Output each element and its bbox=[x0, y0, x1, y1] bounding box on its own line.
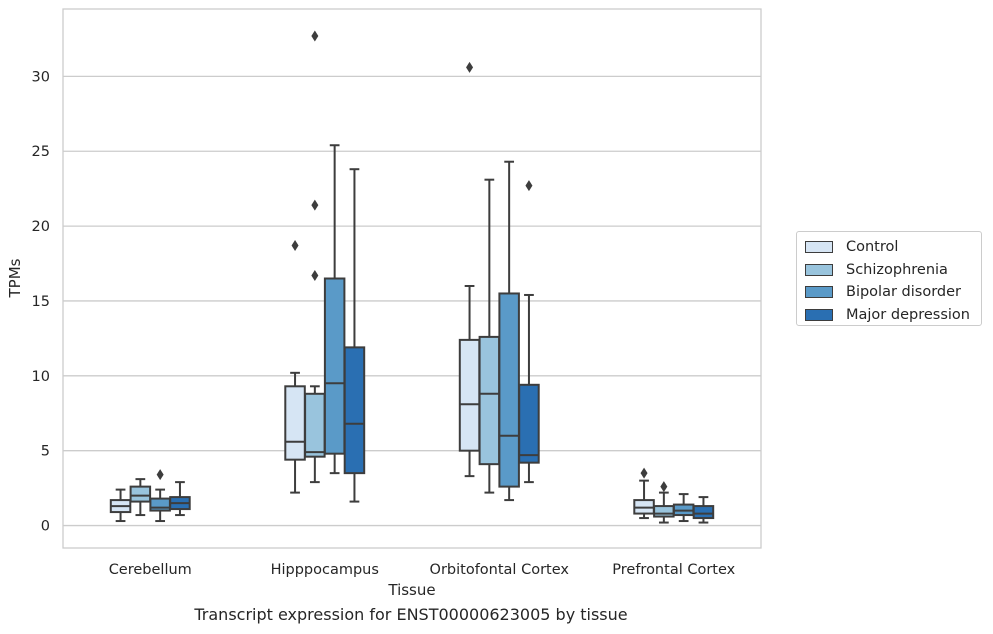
legend-swatch-control bbox=[805, 241, 833, 254]
legend-item: Major depression bbox=[805, 304, 981, 327]
legend: Control Schizophrenia Bipolar disorder M… bbox=[796, 231, 982, 326]
box-body bbox=[323, 277, 346, 455]
x-tick-label: Hipppocampus bbox=[271, 562, 379, 578]
outlier-point bbox=[311, 30, 319, 42]
y-tick-label: 5 bbox=[41, 444, 50, 460]
y-tick-label: 25 bbox=[32, 144, 50, 160]
box bbox=[653, 481, 675, 524]
legend-label: Schizophrenia bbox=[846, 261, 948, 278]
box bbox=[169, 481, 191, 517]
outlier-point bbox=[311, 270, 319, 282]
legend-swatch-schizophrenia bbox=[805, 263, 833, 276]
grid-lines bbox=[63, 75, 761, 527]
series-major-depression bbox=[169, 168, 715, 524]
box bbox=[633, 467, 655, 520]
box bbox=[518, 180, 540, 484]
x-axis-ticks: Cerebellum Hipppocampus Orbitofontal Corte… bbox=[109, 562, 736, 578]
y-tick-label: 10 bbox=[32, 369, 50, 385]
y-axis-label: TPMs bbox=[6, 258, 24, 298]
legend-label: Control bbox=[846, 239, 899, 256]
figure-caption: Transcript expression for ENST0000062300… bbox=[194, 605, 628, 624]
outlier-point bbox=[525, 180, 533, 192]
x-tick-label: Prefrontal Cortex bbox=[612, 562, 735, 578]
legend-swatch-major-depression bbox=[805, 308, 833, 321]
box bbox=[109, 488, 132, 523]
y-tick-label: 15 bbox=[32, 294, 50, 310]
outlier-point bbox=[466, 61, 474, 73]
y-axis-ticks: 0 5 10 15 20 25 30 bbox=[32, 69, 50, 534]
box-body bbox=[478, 335, 501, 466]
x-axis-label: Tissue bbox=[387, 581, 435, 599]
box-body bbox=[343, 346, 366, 475]
box bbox=[284, 240, 306, 494]
y-tick-label: 30 bbox=[32, 69, 50, 85]
x-tick-label: Cerebellum bbox=[109, 562, 192, 578]
legend-item: Schizophrenia bbox=[805, 259, 981, 282]
legend-item: Bipolar disorder bbox=[805, 281, 981, 304]
box bbox=[343, 168, 366, 503]
box-body bbox=[692, 505, 715, 520]
box-series bbox=[109, 30, 715, 524]
legend-item: Control bbox=[805, 236, 981, 259]
outlier-point bbox=[291, 240, 299, 252]
box-body bbox=[498, 292, 520, 488]
box bbox=[149, 469, 171, 523]
y-tick-label: 20 bbox=[32, 219, 50, 235]
series-control bbox=[109, 61, 655, 523]
box-body bbox=[284, 385, 306, 461]
outlier-point bbox=[311, 199, 319, 211]
box-body bbox=[129, 485, 152, 503]
outlier-point bbox=[156, 469, 164, 481]
x-tick-label: Orbitofontal Cortex bbox=[430, 562, 570, 578]
box bbox=[129, 478, 152, 517]
box-body bbox=[653, 505, 675, 518]
y-tick-label: 0 bbox=[41, 519, 50, 535]
box-body bbox=[149, 497, 171, 512]
box-body bbox=[458, 338, 481, 452]
legend-label: Major depression bbox=[846, 306, 970, 323]
plot-area bbox=[62, 8, 762, 549]
outlier-point bbox=[660, 481, 668, 493]
box bbox=[692, 496, 715, 524]
outlier-point bbox=[640, 467, 648, 479]
legend-label: Bipolar disorder bbox=[846, 284, 961, 301]
legend-swatch-bipolar-disorder bbox=[805, 286, 833, 299]
box-body bbox=[518, 383, 540, 464]
box-body bbox=[304, 392, 326, 458]
